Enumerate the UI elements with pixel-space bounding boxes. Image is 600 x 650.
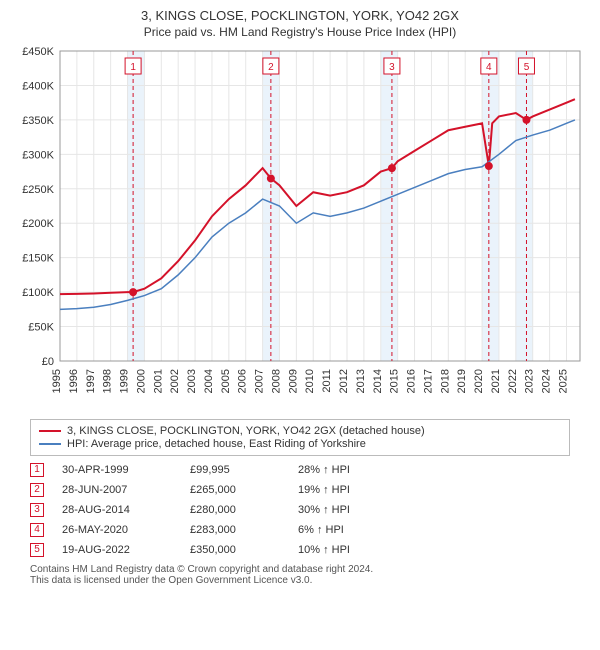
x-tick-label: 2018 — [439, 369, 451, 393]
sale-marker-number: 1 — [130, 62, 136, 73]
y-tick-label: £450K — [22, 46, 54, 58]
y-tick-label: £0 — [42, 356, 54, 368]
transaction-diff: 28% ↑ HPI — [298, 464, 378, 476]
transaction-date: 28-AUG-2014 — [62, 504, 172, 516]
transaction-date: 19-AUG-2022 — [62, 544, 172, 556]
x-tick-label: 2008 — [270, 369, 282, 393]
year-shade — [482, 51, 499, 361]
x-tick-label: 2019 — [456, 369, 468, 393]
legend-item: 3, KINGS CLOSE, POCKLINGTON, YORK, YO42 … — [39, 425, 561, 437]
x-tick-label: 2016 — [406, 369, 418, 393]
footnote-line: Contains HM Land Registry data © Crown c… — [30, 564, 570, 575]
sale-marker-number: 3 — [389, 62, 395, 73]
y-tick-label: £350K — [22, 115, 54, 127]
x-tick-label: 2007 — [254, 369, 266, 393]
x-tick-label: 2014 — [372, 369, 384, 393]
chart-area: £0 £50K £100K £150K £200K £250K £300K £350K £400… — [12, 43, 588, 413]
figure: 3, KINGS CLOSE, POCKLINGTON, YORK, YO42 … — [0, 0, 600, 592]
transaction-price: £280,000 — [190, 504, 280, 516]
x-tick-label: 2017 — [422, 369, 434, 393]
legend: 3, KINGS CLOSE, POCKLINGTON, YORK, YO42 … — [30, 419, 570, 456]
figure-title: 3, KINGS CLOSE, POCKLINGTON, YORK, YO42 … — [12, 8, 588, 23]
x-tick-label: 2015 — [389, 369, 401, 393]
x-tick-label: 2003 — [186, 369, 198, 393]
year-shade — [516, 51, 533, 361]
x-tick-label: 1999 — [119, 369, 131, 393]
sale-point — [129, 288, 137, 296]
y-tick-label: £300K — [22, 149, 54, 161]
transaction-marker: 5 — [30, 543, 44, 557]
sale-marker-number: 2 — [268, 62, 274, 73]
transaction-diff: 10% ↑ HPI — [298, 544, 378, 556]
transaction-date: 26-MAY-2020 — [62, 524, 172, 536]
y-tick-label: £200K — [22, 218, 54, 230]
transaction-price: £283,000 — [190, 524, 280, 536]
line-chart: £0 £50K £100K £150K £200K £250K £300K £350K £400… — [12, 43, 588, 413]
transaction-diff: 19% ↑ HPI — [298, 484, 378, 496]
legend-label: HPI: Average price, detached house, East… — [67, 438, 366, 450]
y-tick-label: £250K — [22, 184, 54, 196]
footnote-line: This data is licensed under the Open Gov… — [30, 575, 570, 586]
x-tick-label: 2013 — [355, 369, 367, 393]
transaction-price: £350,000 — [190, 544, 280, 556]
x-tick-label: 1996 — [68, 369, 80, 393]
x-tick-label: 2020 — [473, 369, 485, 393]
x-tick-label: 2010 — [304, 369, 316, 393]
sale-point — [267, 174, 275, 182]
transaction-row: 1 30-APR-1999 £99,995 28% ↑ HPI — [30, 460, 570, 480]
figure-subtitle: Price paid vs. HM Land Registry's House … — [12, 25, 588, 39]
transaction-diff: 30% ↑ HPI — [298, 504, 378, 516]
legend-swatch — [39, 430, 61, 432]
transaction-price: £99,995 — [190, 464, 280, 476]
legend-swatch — [39, 443, 61, 445]
sale-marker-number: 4 — [486, 62, 492, 73]
x-tick-label: 2012 — [338, 369, 350, 393]
transaction-marker: 2 — [30, 483, 44, 497]
sale-marker-number: 5 — [524, 62, 530, 73]
transaction-row: 4 26-MAY-2020 £283,000 6% ↑ HPI — [30, 520, 570, 540]
y-tick-label: £150K — [22, 253, 54, 265]
sale-point — [485, 162, 493, 170]
transaction-marker: 3 — [30, 503, 44, 517]
sale-point — [388, 164, 396, 172]
x-tick-label: 2022 — [507, 369, 519, 393]
x-tick-label: 2001 — [152, 369, 164, 393]
transaction-row: 2 28-JUN-2007 £265,000 19% ↑ HPI — [30, 480, 570, 500]
x-tick-label: 2009 — [287, 369, 299, 393]
year-shade — [128, 51, 145, 361]
x-tick-label: 2006 — [237, 369, 249, 393]
y-tick-label: £100K — [22, 287, 54, 299]
x-tick-label: 1998 — [102, 369, 114, 393]
sale-point — [522, 116, 530, 124]
transaction-date: 30-APR-1999 — [62, 464, 172, 476]
x-tick-label: 2011 — [321, 369, 333, 393]
x-tick-label: 2023 — [524, 369, 536, 393]
transaction-date: 28-JUN-2007 — [62, 484, 172, 496]
transaction-marker: 4 — [30, 523, 44, 537]
transaction-row: 3 28-AUG-2014 £280,000 30% ↑ HPI — [30, 500, 570, 520]
transaction-marker: 1 — [30, 463, 44, 477]
x-tick-label: 2025 — [557, 369, 569, 393]
legend-item: HPI: Average price, detached house, East… — [39, 438, 561, 450]
year-shade — [381, 51, 398, 361]
transaction-diff: 6% ↑ HPI — [298, 524, 378, 536]
y-tick-label: £400K — [22, 80, 54, 92]
x-tick-label: 2002 — [169, 369, 181, 393]
transaction-table: 1 30-APR-1999 £99,995 28% ↑ HPI 2 28-JUN-2007… — [30, 460, 570, 560]
transaction-price: £265,000 — [190, 484, 280, 496]
x-tick-label: 1995 — [51, 369, 63, 393]
x-tick-label: 2021 — [490, 369, 502, 393]
y-tick-label: £50K — [28, 322, 54, 334]
x-tick-label: 2004 — [203, 369, 215, 393]
x-tick-label: 2005 — [220, 369, 232, 393]
legend-label: 3, KINGS CLOSE, POCKLINGTON, YORK, YO42 … — [67, 425, 425, 437]
x-tick-label: 2024 — [541, 369, 553, 393]
transaction-row: 5 19-AUG-2022 £350,000 10% ↑ HPI — [30, 540, 570, 560]
x-tick-label: 2000 — [135, 369, 147, 393]
footnote: Contains HM Land Registry data © Crown c… — [30, 564, 570, 586]
x-tick-label: 1997 — [85, 369, 97, 393]
